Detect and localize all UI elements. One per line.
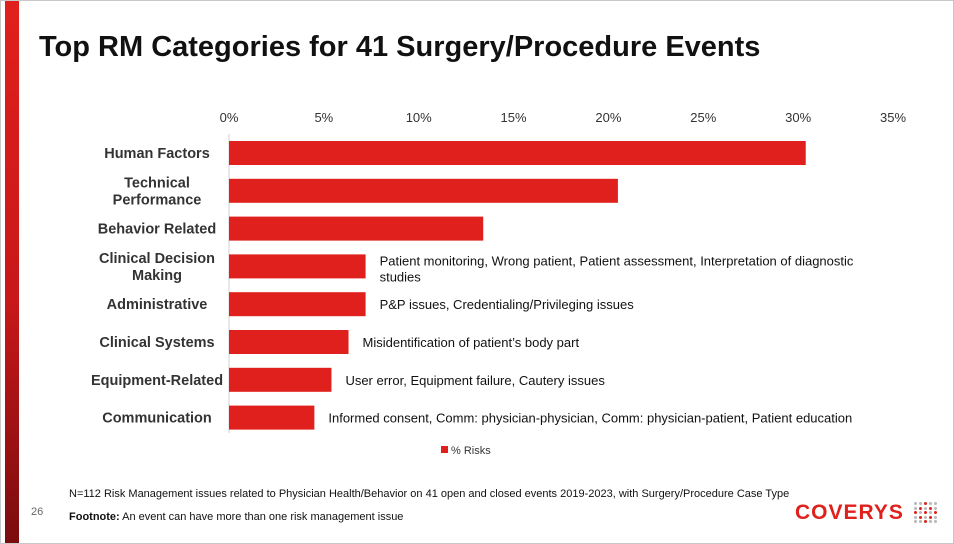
- slide-title: Top RM Categories for 41 Surgery/Procedu…: [39, 31, 761, 63]
- bar-annotation: Misidentification of patient’s body part: [363, 335, 580, 350]
- legend-swatch: [441, 446, 448, 453]
- x-tick-label: 20%: [595, 110, 621, 125]
- footnote-text: An event can have more than one risk man…: [122, 511, 404, 523]
- data-note: N=112 Risk Management issues related to …: [69, 488, 790, 500]
- x-tick-label: 15%: [501, 110, 527, 125]
- bar: [229, 405, 315, 430]
- legend-label: % Risks: [451, 445, 491, 457]
- bar-annotation: studies: [380, 269, 422, 284]
- coverys-logo: COVERYS: [795, 501, 937, 525]
- category-label: Clinical Systems: [99, 335, 214, 351]
- x-tick-label: 0%: [220, 110, 239, 125]
- x-tick-label: 25%: [690, 110, 716, 125]
- category-label: Communication: [102, 411, 212, 427]
- bar-annotation: Patient monitoring, Wrong patient, Patie…: [380, 253, 854, 268]
- x-tick-label: 5%: [314, 110, 333, 125]
- category-label: Administrative: [107, 297, 208, 313]
- category-label: Equipment-Related: [91, 373, 223, 389]
- bar-annotation: Informed consent, Comm: physician-physic…: [328, 411, 852, 426]
- x-tick-label: 30%: [785, 110, 811, 125]
- footnote: Footnote: An event can have more than on…: [69, 511, 403, 523]
- category-label: Behavior Related: [98, 222, 216, 238]
- accent-bar: [5, 1, 19, 543]
- bar-annotation: User error, Equipment failure, Cautery i…: [345, 373, 605, 388]
- x-tick-label: 10%: [406, 110, 432, 125]
- bar: [229, 178, 618, 203]
- category-label: Human Factors: [104, 146, 210, 162]
- logo-text: COVERYS: [795, 501, 904, 524]
- bar: [229, 254, 366, 279]
- category-label: Performance: [113, 192, 202, 208]
- category-label: Making: [132, 268, 182, 284]
- bar: [229, 292, 366, 317]
- page-number: 26: [31, 506, 44, 518]
- category-label: Clinical Decision: [99, 251, 215, 267]
- bar: [229, 367, 332, 392]
- bar-annotation: P&P issues, Credentialing/Privileging is…: [380, 297, 635, 312]
- footnote-label: Footnote:: [69, 511, 120, 523]
- bar-chart: 0% 5% 10% 15% 20% 25% 30% 35% Human Factors Techn…: [91, 110, 907, 457]
- category-label: Technical: [124, 175, 190, 191]
- bar: [229, 216, 484, 241]
- bar: [229, 330, 349, 354]
- logo-dots-icon: [913, 502, 937, 524]
- bar: [229, 141, 806, 165]
- x-tick-label: 35%: [880, 110, 906, 125]
